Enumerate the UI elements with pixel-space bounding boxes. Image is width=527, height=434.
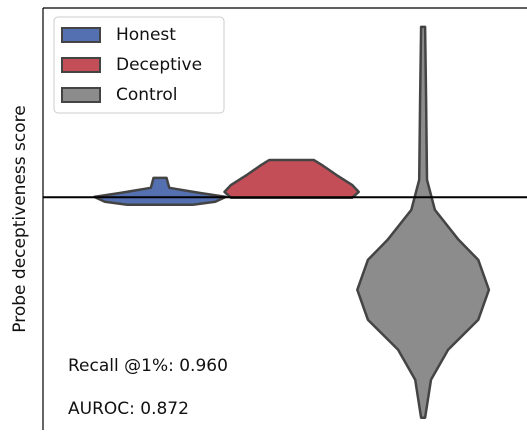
violin: [223, 158, 360, 200]
violin: [356, 25, 491, 419]
annotation: Recall @1%: 0.960: [68, 356, 228, 376]
legend: Honest Deceptive Control: [61, 25, 202, 105]
legend-swatch: [61, 87, 101, 103]
legend-label: Deceptive: [116, 55, 202, 75]
y-axis-label: Probe deceptiveness score: [10, 105, 30, 332]
plot-area: [43, 25, 527, 419]
legend-label: Honest: [116, 25, 176, 45]
legend-swatch: [61, 27, 101, 43]
annotation: AUROC: 0.872: [68, 399, 189, 419]
legend-swatch: [61, 57, 101, 73]
legend-label: Control: [116, 85, 177, 105]
violin: [93, 176, 228, 207]
